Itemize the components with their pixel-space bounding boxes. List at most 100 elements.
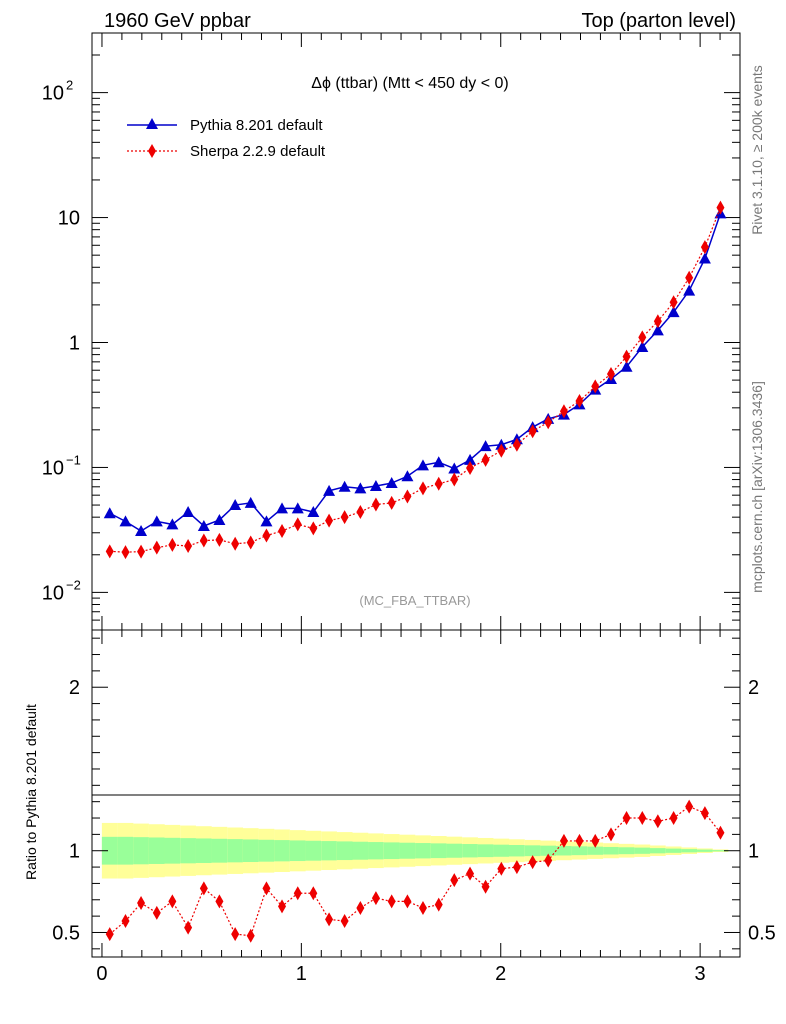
band-inner-bin bbox=[634, 847, 651, 854]
ratio-point-sherpa bbox=[450, 873, 459, 888]
data-point-pythia bbox=[401, 470, 414, 482]
ratio-point-sherpa bbox=[152, 905, 161, 920]
band-inner-bin bbox=[524, 845, 541, 857]
data-point-sherpa bbox=[638, 330, 647, 345]
data-point-sherpa bbox=[199, 533, 208, 548]
data-point-pythia bbox=[698, 252, 711, 264]
data-point-pythia bbox=[166, 518, 179, 530]
data-point-sherpa bbox=[418, 481, 427, 496]
ratio-point-sherpa bbox=[685, 799, 694, 814]
band-inner-bin bbox=[477, 844, 494, 858]
data-point-sherpa bbox=[466, 460, 475, 475]
data-point-sherpa bbox=[512, 437, 521, 452]
data-point-sherpa bbox=[340, 510, 349, 525]
band-inner-bin bbox=[352, 841, 369, 860]
data-point-sherpa bbox=[215, 532, 224, 547]
y-tick-exponent: 2 bbox=[66, 78, 73, 93]
band-inner-bin bbox=[274, 840, 290, 862]
x-tick-label: 2 bbox=[495, 963, 506, 985]
data-point-pythia bbox=[385, 477, 398, 489]
header-right: Top (parton level) bbox=[581, 10, 736, 32]
ratio-point-sherpa bbox=[481, 879, 490, 894]
data-point-sherpa bbox=[622, 349, 631, 364]
data-point-sherpa bbox=[309, 521, 318, 536]
ratio-point-sherpa bbox=[418, 900, 427, 915]
ratio-point-sherpa bbox=[356, 900, 365, 915]
band-inner-bin bbox=[493, 844, 510, 857]
legend-marker-pythia bbox=[146, 118, 158, 129]
band-inner-bin bbox=[540, 845, 557, 856]
data-point-pythia bbox=[432, 456, 445, 468]
data-point-pythia bbox=[307, 505, 320, 517]
ratio-point-sherpa bbox=[638, 811, 647, 826]
data-point-pythia bbox=[244, 496, 257, 508]
band-inner-bin bbox=[211, 838, 228, 863]
data-point-pythia bbox=[636, 341, 649, 353]
ratio-point-sherpa bbox=[246, 928, 255, 943]
ratio-point-sherpa bbox=[497, 861, 506, 876]
band-inner-bin bbox=[117, 836, 134, 865]
band-inner-bin bbox=[321, 841, 337, 861]
ratio-point-sherpa bbox=[215, 894, 224, 909]
data-point-sherpa bbox=[544, 415, 553, 430]
series-layer bbox=[103, 200, 727, 943]
data-point-sherpa bbox=[262, 528, 271, 543]
ratio-point-sherpa bbox=[340, 914, 349, 929]
ratio-point-sherpa bbox=[121, 914, 130, 929]
data-point-sherpa bbox=[481, 452, 490, 467]
ratio-y-tick-label-right: 1 bbox=[748, 841, 759, 863]
y-tick-label: 10 bbox=[58, 208, 80, 230]
ratio-point-sherpa bbox=[716, 825, 725, 840]
band-inner-bin bbox=[618, 847, 635, 855]
band-inner-bin bbox=[665, 848, 682, 853]
ratio-point-sherpa bbox=[512, 860, 521, 875]
band-inner-bin bbox=[336, 841, 353, 861]
band-inner-bin bbox=[712, 850, 729, 852]
mcplots-label: mcplots.cern.ch [arXiv:1306.3436] bbox=[749, 381, 765, 593]
ratio-y-tick-label-right: 0.5 bbox=[748, 922, 776, 944]
y-tick-exponent: −1 bbox=[66, 452, 81, 467]
ratio-point-sherpa bbox=[403, 894, 412, 909]
data-point-sherpa bbox=[246, 535, 255, 550]
x-tick-label: 0 bbox=[96, 963, 107, 985]
data-point-pythia bbox=[213, 513, 226, 525]
data-point-sherpa bbox=[450, 472, 459, 487]
band-inner-bin bbox=[603, 846, 619, 855]
data-point-sherpa bbox=[716, 200, 725, 215]
band-inner-bin bbox=[399, 842, 416, 859]
ratio-point-sherpa bbox=[544, 853, 553, 868]
ratio-point-sherpa bbox=[137, 896, 146, 911]
ratio-point-sherpa bbox=[371, 891, 380, 906]
header-left: 1960 GeV ppbar bbox=[104, 10, 251, 32]
data-point-sherpa bbox=[559, 404, 568, 419]
data-point-sherpa bbox=[575, 394, 584, 409]
ratio-point-sherpa bbox=[105, 927, 114, 942]
data-point-pythia bbox=[479, 440, 492, 452]
band-inner-bin bbox=[446, 843, 463, 858]
data-point-pythia bbox=[369, 480, 382, 492]
band-inner-bin bbox=[462, 844, 478, 858]
data-point-sherpa bbox=[528, 424, 537, 439]
ratio-line-sherpa bbox=[109, 805, 721, 937]
band-inner-bin bbox=[148, 837, 165, 864]
band-inner-bin bbox=[587, 846, 604, 855]
data-point-pythia bbox=[683, 284, 696, 296]
ratio-point-sherpa bbox=[700, 806, 709, 821]
data-point-sherpa bbox=[434, 476, 443, 491]
ratio-point-sherpa bbox=[278, 899, 287, 914]
data-point-sherpa bbox=[403, 489, 412, 504]
band-inner-bin bbox=[101, 836, 118, 865]
y-tick-label: 10 bbox=[42, 457, 64, 479]
data-point-sherpa bbox=[168, 537, 177, 552]
data-point-sherpa bbox=[700, 240, 709, 255]
band-inner-bin bbox=[305, 840, 322, 861]
band-inner-bin bbox=[509, 845, 525, 857]
ratio-point-sherpa bbox=[591, 833, 600, 848]
band-inner-bin bbox=[415, 843, 431, 859]
ratio-y-tick-label: 2 bbox=[69, 677, 80, 699]
ratio-point-sherpa bbox=[325, 912, 334, 927]
ratio-point-sherpa bbox=[622, 811, 631, 826]
band-inner-bin bbox=[649, 848, 666, 854]
band-inner-bin bbox=[571, 846, 588, 856]
